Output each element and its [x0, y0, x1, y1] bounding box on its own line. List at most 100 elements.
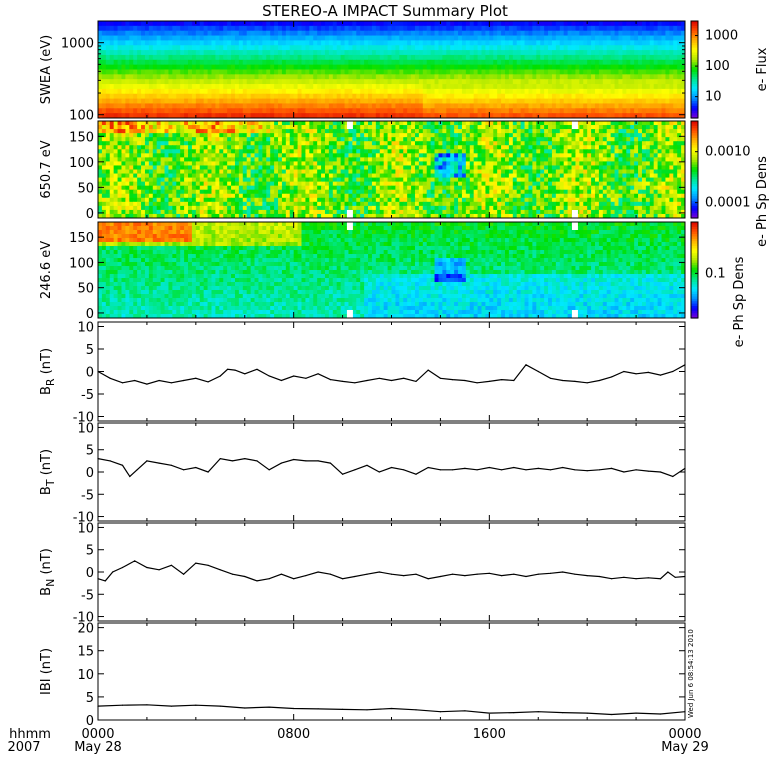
data-point — [390, 707, 393, 710]
colorbar-label: e- Flux — [755, 47, 770, 91]
data-point — [635, 712, 637, 714]
colorbar-2: 0.1 e- Ph Sp Dens — [690, 221, 747, 347]
data-point — [342, 473, 344, 475]
y-tick-label: 150 — [69, 231, 94, 246]
data-point — [329, 573, 331, 575]
data-gap-bottom-1 — [571, 310, 578, 318]
data-point — [293, 375, 295, 377]
data-gap-bottom-0 — [346, 310, 353, 318]
data-point — [146, 704, 148, 706]
data-point — [256, 460, 258, 462]
data-point — [342, 708, 344, 711]
data-point — [158, 462, 160, 464]
colorbar-tick-label: 0.0010 — [705, 145, 751, 160]
data-point — [659, 713, 662, 715]
y-tick-label: 100 — [69, 109, 94, 124]
data-point — [129, 475, 131, 478]
data-point — [647, 470, 649, 472]
data-point — [525, 575, 527, 578]
panel-2: 0.1 e- Ph Sp Dens 0 50 100 150 246.6 eV — [39, 221, 747, 347]
data-point — [366, 464, 368, 466]
data-gap-bottom-0 — [346, 210, 353, 218]
data-point — [121, 464, 124, 466]
y-tick-label: 5 — [86, 343, 94, 358]
data-point — [366, 709, 368, 711]
data-point — [598, 469, 601, 471]
x-tick-label: 0000 — [668, 727, 701, 742]
data-point — [501, 469, 503, 471]
y-tick-label: 10 — [77, 668, 94, 683]
data-point — [586, 712, 588, 714]
y-tick-label: -10 — [73, 411, 94, 426]
heatmap-cells — [98, 21, 685, 118]
data-point — [366, 379, 368, 382]
timestamp-stamp: Wed Jun 6 08:54:13 2010 — [687, 629, 695, 718]
y-tick-label: 20 — [77, 622, 94, 637]
data-point — [513, 466, 515, 469]
data-point — [170, 382, 172, 384]
colorbar-tick-label: 0.1 — [705, 266, 726, 281]
ylabel-subscript: T — [44, 479, 57, 487]
colorbar-1: 0.0001 0.0010 e- Ph Sp Dens — [690, 120, 770, 247]
y-axis-ticks: -10 -5 0 5 10 — [73, 421, 686, 526]
colorbar-0: 10 100 1000 e- Flux — [690, 20, 770, 119]
y-axis-ticks: -10 -5 0 5 10 — [73, 521, 686, 626]
data-point — [659, 578, 662, 580]
data-point — [403, 377, 405, 379]
data-point — [403, 469, 405, 471]
data-gap-top-0 — [346, 222, 353, 230]
data-point — [464, 710, 466, 712]
data-point — [317, 708, 319, 710]
data-point — [390, 466, 393, 469]
data-point — [623, 471, 625, 473]
y-tick-label: -5 — [81, 388, 94, 403]
y-axis-label: BT (nT) — [39, 449, 57, 495]
y-tick-label: 15 — [77, 645, 94, 660]
data-point — [219, 705, 221, 707]
data-point — [537, 370, 539, 373]
data-point — [586, 575, 588, 577]
data-point — [562, 466, 564, 469]
ylabel-subscript: N — [44, 579, 57, 587]
panel-5: -10 -5 0 5 10 BN (nT) — [39, 521, 686, 626]
data-point — [635, 469, 637, 471]
data-point — [476, 382, 478, 384]
data-point — [112, 571, 114, 573]
data-point — [403, 575, 405, 577]
data-point — [134, 560, 136, 562]
xaxis-left-label-0: hhmm — [9, 727, 51, 742]
data-point — [280, 573, 282, 575]
y-tick-label: 0 — [86, 307, 94, 322]
data-point — [537, 711, 539, 713]
y-tick-label: 0 — [86, 466, 94, 481]
data-point — [256, 368, 258, 370]
data-point — [134, 379, 136, 382]
data-point — [672, 475, 674, 478]
data-point — [562, 571, 564, 573]
data-point — [525, 469, 527, 471]
data-point — [378, 377, 380, 379]
x-tick-label: 0000 — [81, 727, 114, 742]
ylabel-unit: (nT) — [39, 548, 54, 578]
data-point — [659, 471, 662, 473]
y-tick-label: 0 — [86, 566, 94, 581]
ylabel-base: B — [39, 386, 54, 395]
y-tick-label: 100 — [69, 156, 94, 171]
data-point — [342, 380, 344, 382]
data-point — [195, 466, 197, 469]
y-tick-label: -5 — [81, 588, 94, 603]
data-point — [342, 578, 344, 580]
data-point — [104, 580, 106, 582]
data-point — [317, 460, 319, 462]
data-point — [476, 573, 478, 575]
data-point — [611, 467, 613, 469]
data-point — [667, 571, 669, 573]
data-point — [513, 379, 515, 382]
data-point — [427, 578, 429, 580]
data-point — [672, 370, 674, 373]
data-point — [378, 571, 380, 573]
data-point — [476, 469, 478, 471]
data-point — [317, 571, 319, 573]
